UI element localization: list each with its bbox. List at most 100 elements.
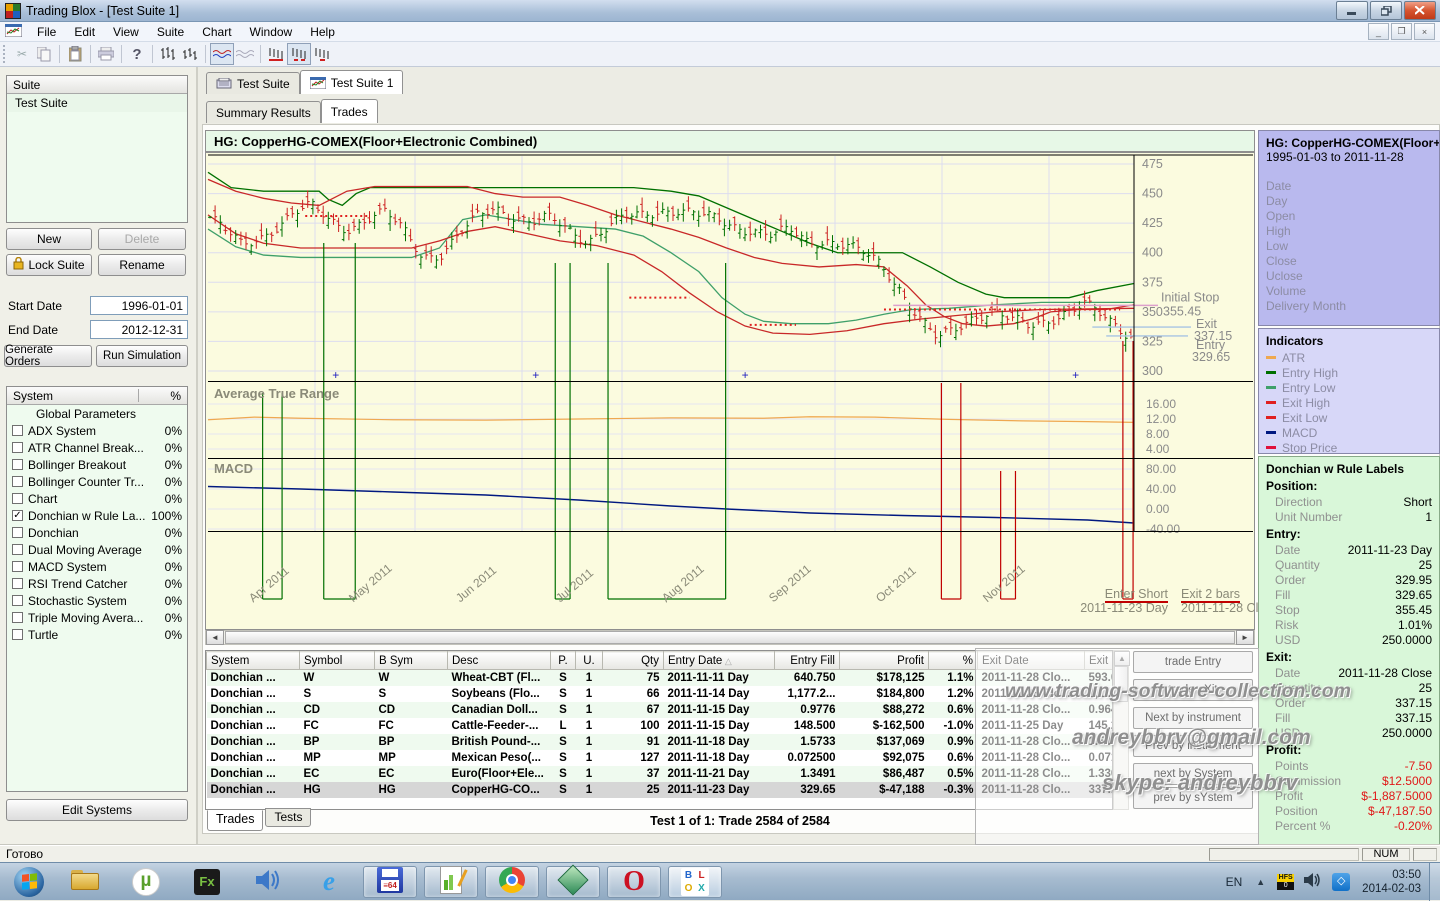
- chart-marks-2-icon[interactable]: [287, 43, 311, 65]
- mdi-close-button[interactable]: ×: [1414, 23, 1435, 40]
- nav-button-trade-exit[interactable]: trade eXit: [1133, 679, 1253, 701]
- mdi-restore-button[interactable]: ❐: [1391, 23, 1412, 40]
- system-checkbox[interactable]: [12, 561, 23, 572]
- suite-list-item[interactable]: Test Suite: [7, 94, 187, 112]
- column-header-symbol[interactable]: Symbol: [300, 652, 375, 670]
- system-row[interactable]: ATR Channel Break...0%: [7, 439, 187, 456]
- suite-list-header[interactable]: Suite: [7, 76, 187, 94]
- show-desktop-button[interactable]: [1429, 863, 1440, 901]
- tray-volume-icon[interactable]: [1304, 872, 1322, 891]
- tray-clock[interactable]: 03:50 2014-02-03: [1362, 868, 1421, 896]
- nav-button-next-by-system[interactable]: next by System: [1133, 763, 1253, 785]
- mdi-minimize-button[interactable]: _: [1368, 23, 1389, 40]
- tab-test-suite[interactable]: Test Suite: [206, 72, 300, 94]
- waves-color-icon[interactable]: [210, 43, 234, 65]
- taskbar-app-blox[interactable]: BLOX: [668, 866, 722, 898]
- taskbar-app-volume[interactable]: [241, 866, 295, 898]
- column-header--[interactable]: %: [929, 652, 978, 670]
- scroll-left-icon[interactable]: ◄: [206, 630, 224, 645]
- column-header-qty[interactable]: Qty: [603, 652, 664, 670]
- system-checkbox[interactable]: [12, 442, 23, 453]
- tray-language[interactable]: EN: [1226, 875, 1243, 889]
- column-header-desc[interactable]: Desc: [448, 652, 551, 670]
- tab-test-suite-1[interactable]: Test Suite 1: [300, 70, 404, 94]
- help-icon[interactable]: ?: [126, 44, 148, 64]
- chart-hscroll-thumb[interactable]: [225, 631, 1235, 644]
- taskbar-app-utorrent[interactable]: µ: [119, 866, 173, 898]
- column-header-profit[interactable]: Profit: [840, 652, 929, 670]
- copy-icon[interactable]: [33, 44, 55, 64]
- taskbar-app-opera[interactable]: O: [607, 866, 661, 898]
- system-checkbox[interactable]: [12, 476, 23, 487]
- system-row[interactable]: Stochastic System0%: [7, 592, 187, 609]
- run-simulation-button[interactable]: Run Simulation: [96, 345, 188, 367]
- rename-button[interactable]: Rename: [98, 254, 186, 276]
- column-header-entry-fill[interactable]: Entry Fill: [775, 652, 840, 670]
- system-checkbox[interactable]: [12, 544, 23, 555]
- new-button[interactable]: New: [6, 228, 92, 250]
- bars-short-icon[interactable]: [179, 44, 201, 64]
- system-checkbox[interactable]: [12, 629, 23, 640]
- waves-gray-icon[interactable]: [234, 44, 256, 64]
- system-row[interactable]: Donchian0%: [7, 524, 187, 541]
- scroll-right-icon[interactable]: ►: [1236, 630, 1254, 645]
- chart-marks-1-icon[interactable]: [265, 44, 287, 64]
- bars-tall-icon[interactable]: [157, 44, 179, 64]
- system-checkbox[interactable]: ✓: [12, 510, 23, 521]
- column-header-b-sym[interactable]: B Sym: [375, 652, 448, 670]
- nav-button-next-by-instrument[interactable]: Next by instrument: [1133, 707, 1253, 729]
- system-checkbox[interactable]: [12, 612, 23, 623]
- menu-item-view[interactable]: View: [104, 23, 148, 41]
- system-row[interactable]: MACD System0%: [7, 558, 187, 575]
- tab-summary-results[interactable]: Summary Results: [206, 101, 321, 123]
- system-row[interactable]: Bollinger Counter Tr...0%: [7, 473, 187, 490]
- system-row[interactable]: Chart0%: [7, 490, 187, 507]
- system-row[interactable]: Turtle0%: [7, 626, 187, 643]
- taskbar-app-explorer[interactable]: [58, 866, 112, 898]
- bottom-tab-tests[interactable]: Tests: [265, 808, 311, 827]
- system-row[interactable]: RSI Trend Catcher0%: [7, 575, 187, 592]
- restore-button[interactable]: [1370, 1, 1402, 20]
- end-date-input[interactable]: [90, 320, 188, 339]
- taskbar-app-gem[interactable]: [546, 866, 600, 898]
- menu-item-file[interactable]: File: [28, 23, 65, 41]
- taskbar-app-fx[interactable]: Fx: [180, 866, 234, 898]
- column-header-entry-date[interactable]: Entry Date △: [664, 652, 775, 670]
- tab-trades[interactable]: Trades: [321, 99, 378, 123]
- print-icon[interactable]: [95, 44, 117, 64]
- column-header-p-[interactable]: P.: [551, 652, 576, 670]
- delete-button[interactable]: Delete: [98, 228, 186, 250]
- taskbar-app-editor[interactable]: [424, 866, 478, 898]
- system-checkbox[interactable]: [12, 459, 23, 470]
- tray-hfs-icon[interactable]: HFS0: [1277, 874, 1294, 890]
- cut-icon[interactable]: ✂: [11, 44, 33, 64]
- system-row[interactable]: Dual Moving Average0%: [7, 541, 187, 558]
- taskbar-app-chrome[interactable]: [485, 866, 539, 898]
- menu-item-chart[interactable]: Chart: [193, 23, 240, 41]
- close-button[interactable]: [1404, 1, 1436, 20]
- menu-item-suite[interactable]: Suite: [148, 23, 193, 41]
- system-list-header[interactable]: System %: [7, 387, 187, 405]
- nav-button-prev-by-system[interactable]: prev by sYstem: [1133, 787, 1253, 809]
- system-checkbox[interactable]: [12, 578, 23, 589]
- document-icon[interactable]: [5, 24, 22, 40]
- system-row[interactable]: Triple Moving Avera...0%: [7, 609, 187, 626]
- menu-item-edit[interactable]: Edit: [65, 23, 104, 41]
- generate-orders-button[interactable]: Generate Orders: [4, 345, 92, 367]
- lock-suite-button[interactable]: Lock Suite: [6, 254, 92, 276]
- system-row[interactable]: Global Parameters: [7, 405, 187, 422]
- system-checkbox[interactable]: [12, 527, 23, 538]
- tray-expand-icon[interactable]: ▲: [1256, 877, 1265, 887]
- column-header-system[interactable]: System: [207, 652, 300, 670]
- system-row[interactable]: ✓Donchian w Rule La...100%: [7, 507, 187, 524]
- minimize-button[interactable]: [1336, 1, 1368, 20]
- paste-icon[interactable]: [64, 44, 86, 64]
- edit-systems-button[interactable]: Edit Systems: [6, 799, 188, 821]
- chart-area[interactable]: ++++Initial Stop355.45Exit337.15Entry329…: [205, 152, 1255, 630]
- taskbar-app-ie[interactable]: e: [302, 866, 356, 898]
- taskbar-app-floppy64[interactable]: ≡64: [363, 866, 417, 898]
- chart-marks-3-icon[interactable]: [311, 44, 333, 64]
- start-button[interactable]: [7, 866, 51, 898]
- menu-item-window[interactable]: Window: [241, 23, 302, 41]
- system-checkbox[interactable]: [12, 425, 23, 436]
